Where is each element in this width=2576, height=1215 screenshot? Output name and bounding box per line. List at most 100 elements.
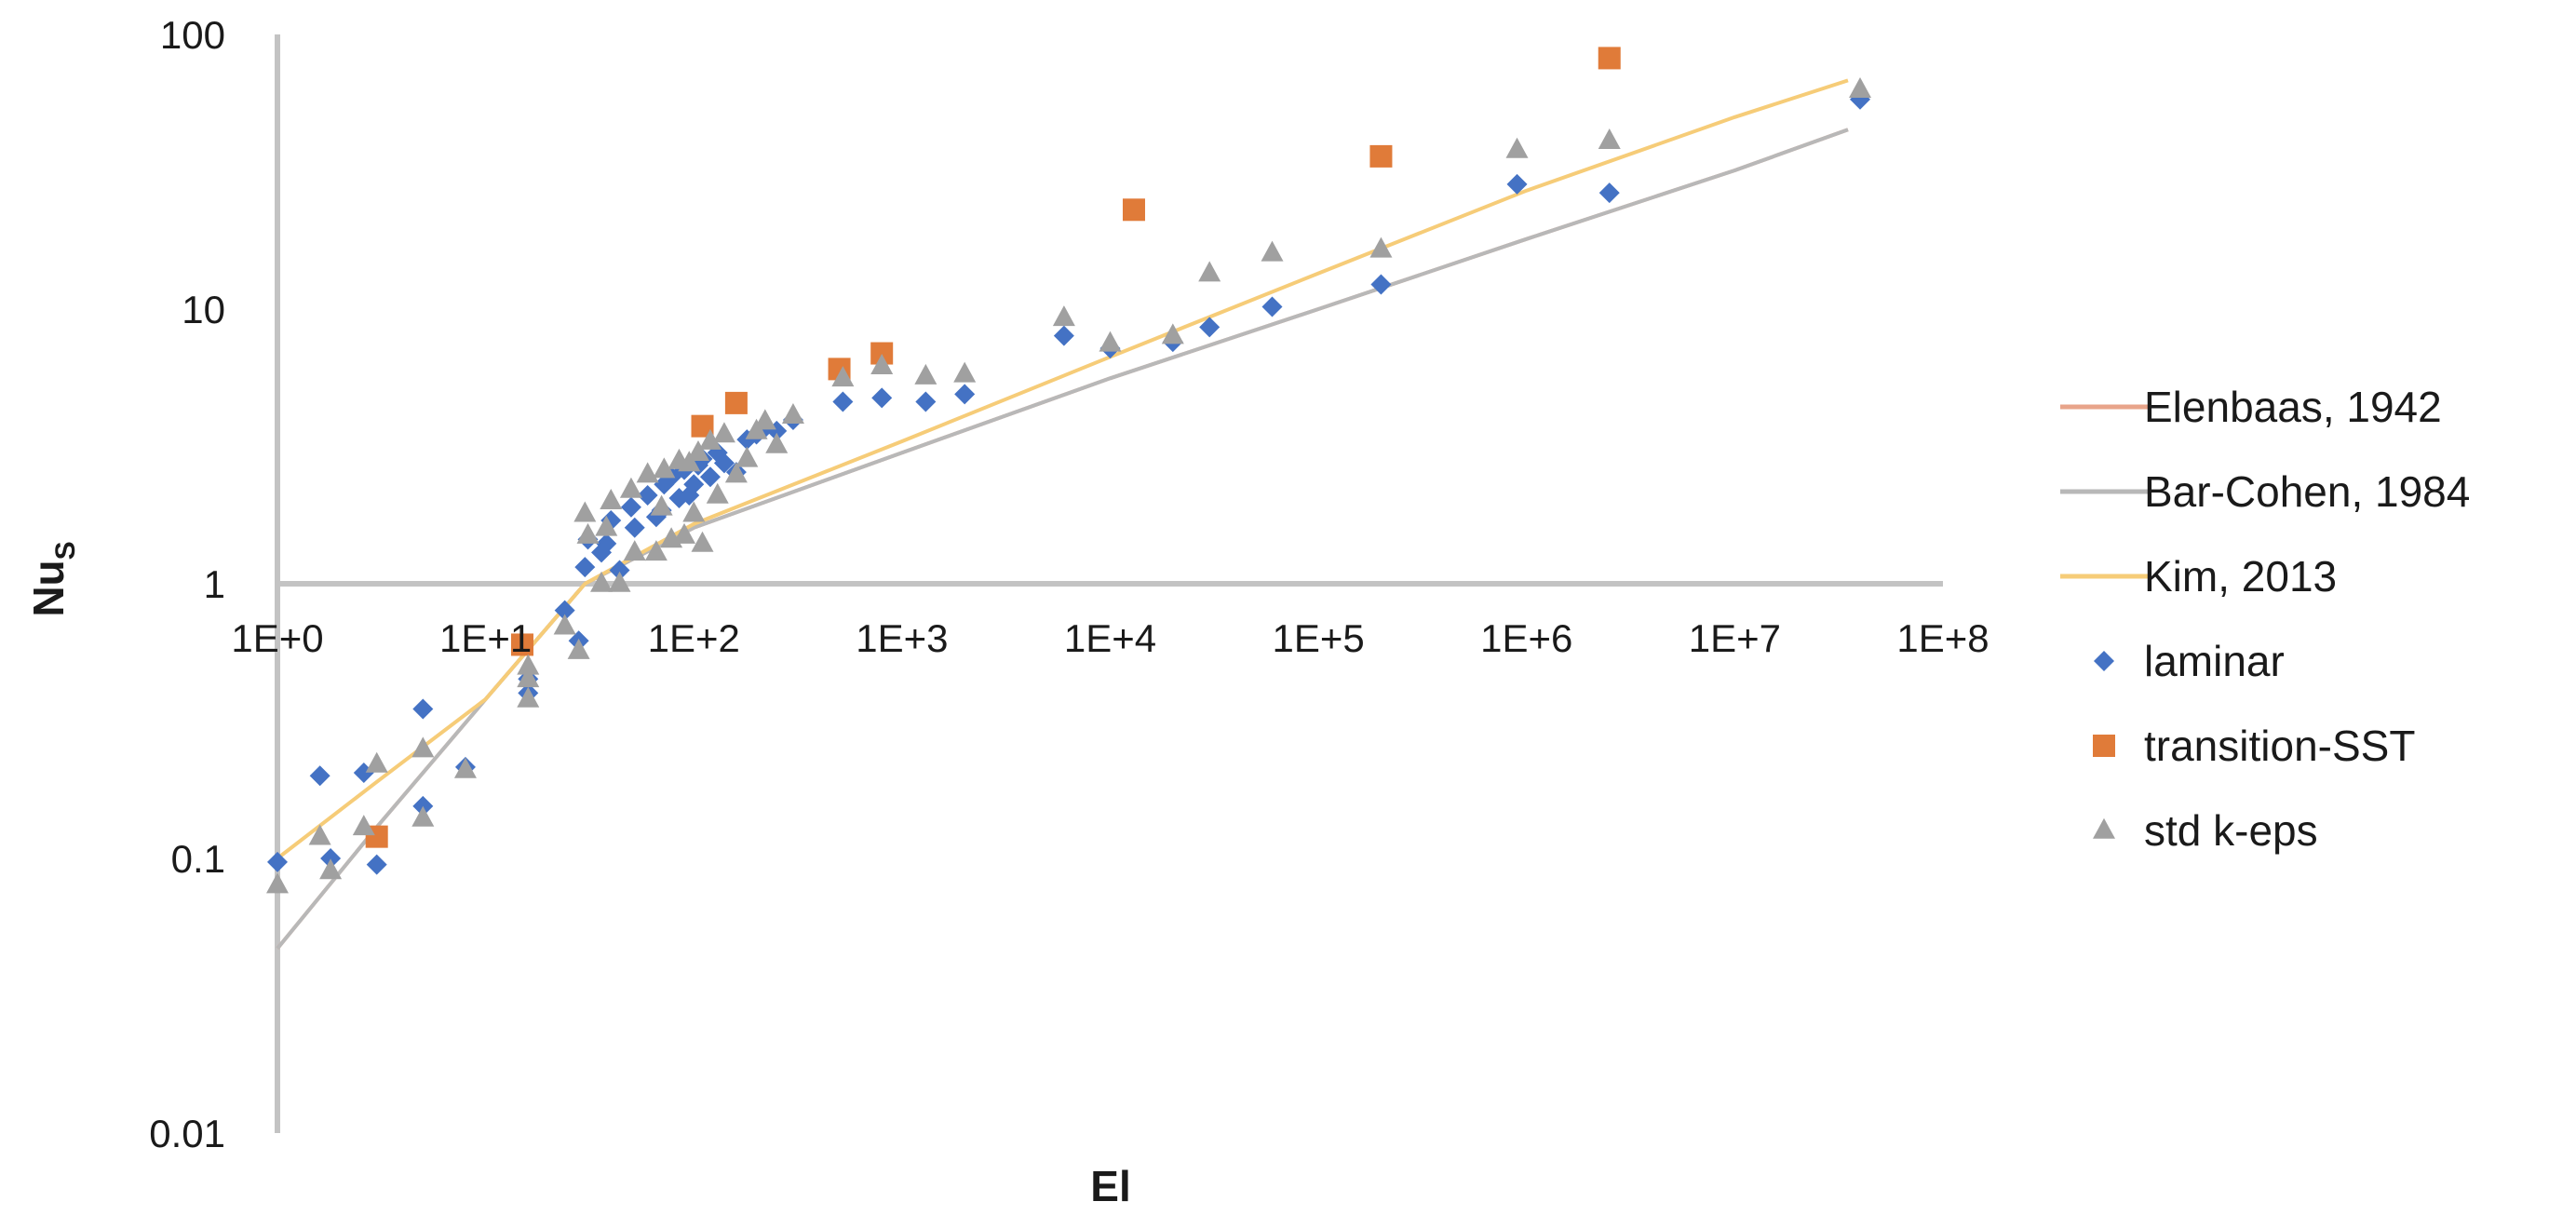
std-k-eps-point — [453, 757, 477, 778]
std-k-eps-point — [1598, 128, 1621, 150]
axes — [275, 34, 1943, 1133]
std-k-eps-point — [411, 805, 435, 827]
y-tick-label: 1 — [204, 562, 225, 606]
std-k-eps-point — [753, 409, 776, 430]
series-line-kim-2013 — [276, 78, 1849, 860]
legend-label-transition-sst: transition-SST — [2144, 722, 2415, 770]
laminar-point — [1370, 274, 1392, 295]
transition-sst-point — [1369, 144, 1393, 168]
std-k-eps-point — [595, 515, 618, 536]
laminar-point — [713, 452, 735, 474]
std-k-eps-point — [636, 462, 659, 483]
laminar-point — [320, 848, 342, 869]
transition-sst-point — [724, 391, 748, 414]
laminar-point — [267, 851, 288, 872]
transition-sst-point — [1598, 47, 1621, 70]
std-k-eps-point — [678, 451, 701, 472]
y-tick-label: 10 — [182, 288, 225, 331]
laminar-point — [954, 384, 976, 405]
std-k-eps-point — [623, 540, 646, 561]
std-k-eps-point — [698, 428, 722, 450]
series-line-elenbaas-1942 — [276, 128, 1849, 950]
std-k-eps-point — [573, 501, 597, 522]
laminar-point — [366, 854, 387, 875]
std-k-eps-point — [517, 667, 540, 688]
tick-labels: 1E+0 1E+1 1E+2 1E+3 1E+4 1E+5 1E+6 1E+7 1E+8 0.01… — [149, 13, 1989, 1155]
x-tick-label: 1E+0 — [231, 616, 323, 660]
y-tick-label: 0.01 — [149, 1112, 225, 1155]
std-k-eps-point — [517, 686, 540, 708]
x-tick-label: 1E+7 — [1689, 616, 1781, 660]
std-k-eps-point — [365, 751, 388, 773]
std-k-eps-point — [553, 614, 576, 635]
transition-sst-point — [511, 633, 534, 656]
laminar-point — [1199, 317, 1221, 338]
std-k-eps-point — [870, 354, 894, 375]
legend-label-kim-2013: Kim, 2013 — [2144, 552, 2337, 601]
std-k-eps-point — [644, 540, 668, 561]
std-k-eps-point — [1849, 76, 1872, 98]
x-tick-label: 1E+8 — [1896, 616, 1989, 660]
std-k-eps-point — [781, 403, 804, 425]
data-markers — [266, 47, 1872, 894]
std-k-eps-point — [1198, 261, 1221, 282]
std-k-eps-point — [1161, 323, 1184, 344]
laminar-point — [309, 765, 330, 787]
std-k-eps-point — [608, 571, 631, 592]
legend-swatch-std-k-eps — [2093, 817, 2115, 839]
laminar-point — [624, 517, 645, 538]
x-tick-label: 1E+6 — [1480, 616, 1572, 660]
laminar-point — [1261, 296, 1283, 317]
laminar-point — [871, 387, 893, 409]
std-k-eps-point — [914, 363, 937, 385]
y-axis-title-sub: S — [50, 541, 81, 560]
std-k-eps-point — [1099, 331, 1122, 352]
std-k-eps-point — [735, 446, 759, 467]
std-k-eps-point — [411, 736, 435, 758]
std-k-eps-point — [706, 482, 729, 504]
laminar-point — [1053, 325, 1074, 346]
legend-label-laminar: laminar — [2144, 637, 2285, 685]
std-k-eps-point — [619, 477, 642, 498]
legend: Elenbaas, 1942 Bar-Cohen, 1984 Kim, 2013 la… — [2060, 383, 2470, 855]
y-tick-label: 0.1 — [171, 837, 225, 881]
std-k-eps-point — [1505, 137, 1529, 158]
laminar-point — [574, 557, 596, 578]
std-k-eps-point — [1261, 240, 1284, 262]
x-tick-label: 1E+4 — [1064, 616, 1156, 660]
legend-label-std-k-eps: std k-eps — [2144, 806, 2318, 855]
laminar-point — [915, 391, 937, 412]
legend-swatch-transition-sst — [2093, 735, 2115, 757]
laminar-point — [699, 466, 721, 488]
std-k-eps-point — [1052, 305, 1075, 327]
std-k-eps-point — [712, 422, 735, 443]
std-k-eps-point — [600, 488, 623, 509]
std-k-eps-point — [653, 457, 676, 479]
std-k-eps-point — [266, 872, 289, 894]
legend-label-elenbaas-1942: Elenbaas, 1942 — [2144, 383, 2442, 431]
std-k-eps-point — [517, 654, 540, 675]
laminar-point — [620, 496, 641, 518]
std-k-eps-point — [765, 432, 789, 453]
laminar-point — [832, 391, 854, 412]
legend-label-bar-cohen-1984: Bar-Cohen, 1984 — [2144, 467, 2470, 516]
legend-swatch-laminar — [2094, 651, 2114, 671]
std-k-eps-point — [567, 638, 590, 659]
fit-lines — [276, 78, 1849, 950]
std-k-eps-point — [319, 858, 343, 880]
std-k-eps-point — [576, 522, 600, 544]
std-k-eps-point — [590, 571, 614, 592]
laminar-point — [596, 533, 617, 554]
y-axis-title-main: Nu — [24, 560, 73, 616]
x-tick-label: 1E+5 — [1272, 616, 1364, 660]
laminar-point — [1506, 173, 1528, 195]
y-axis-title: NuS — [24, 541, 81, 616]
laminar-point — [554, 600, 575, 621]
x-tick-label: 1E+1 — [439, 616, 532, 660]
std-k-eps-point — [673, 522, 696, 544]
std-k-eps-point — [682, 501, 706, 522]
std-k-eps-point — [953, 361, 977, 383]
std-k-eps-point — [352, 815, 375, 836]
y-tick-label: 100 — [160, 13, 225, 57]
std-k-eps-point — [650, 494, 673, 516]
